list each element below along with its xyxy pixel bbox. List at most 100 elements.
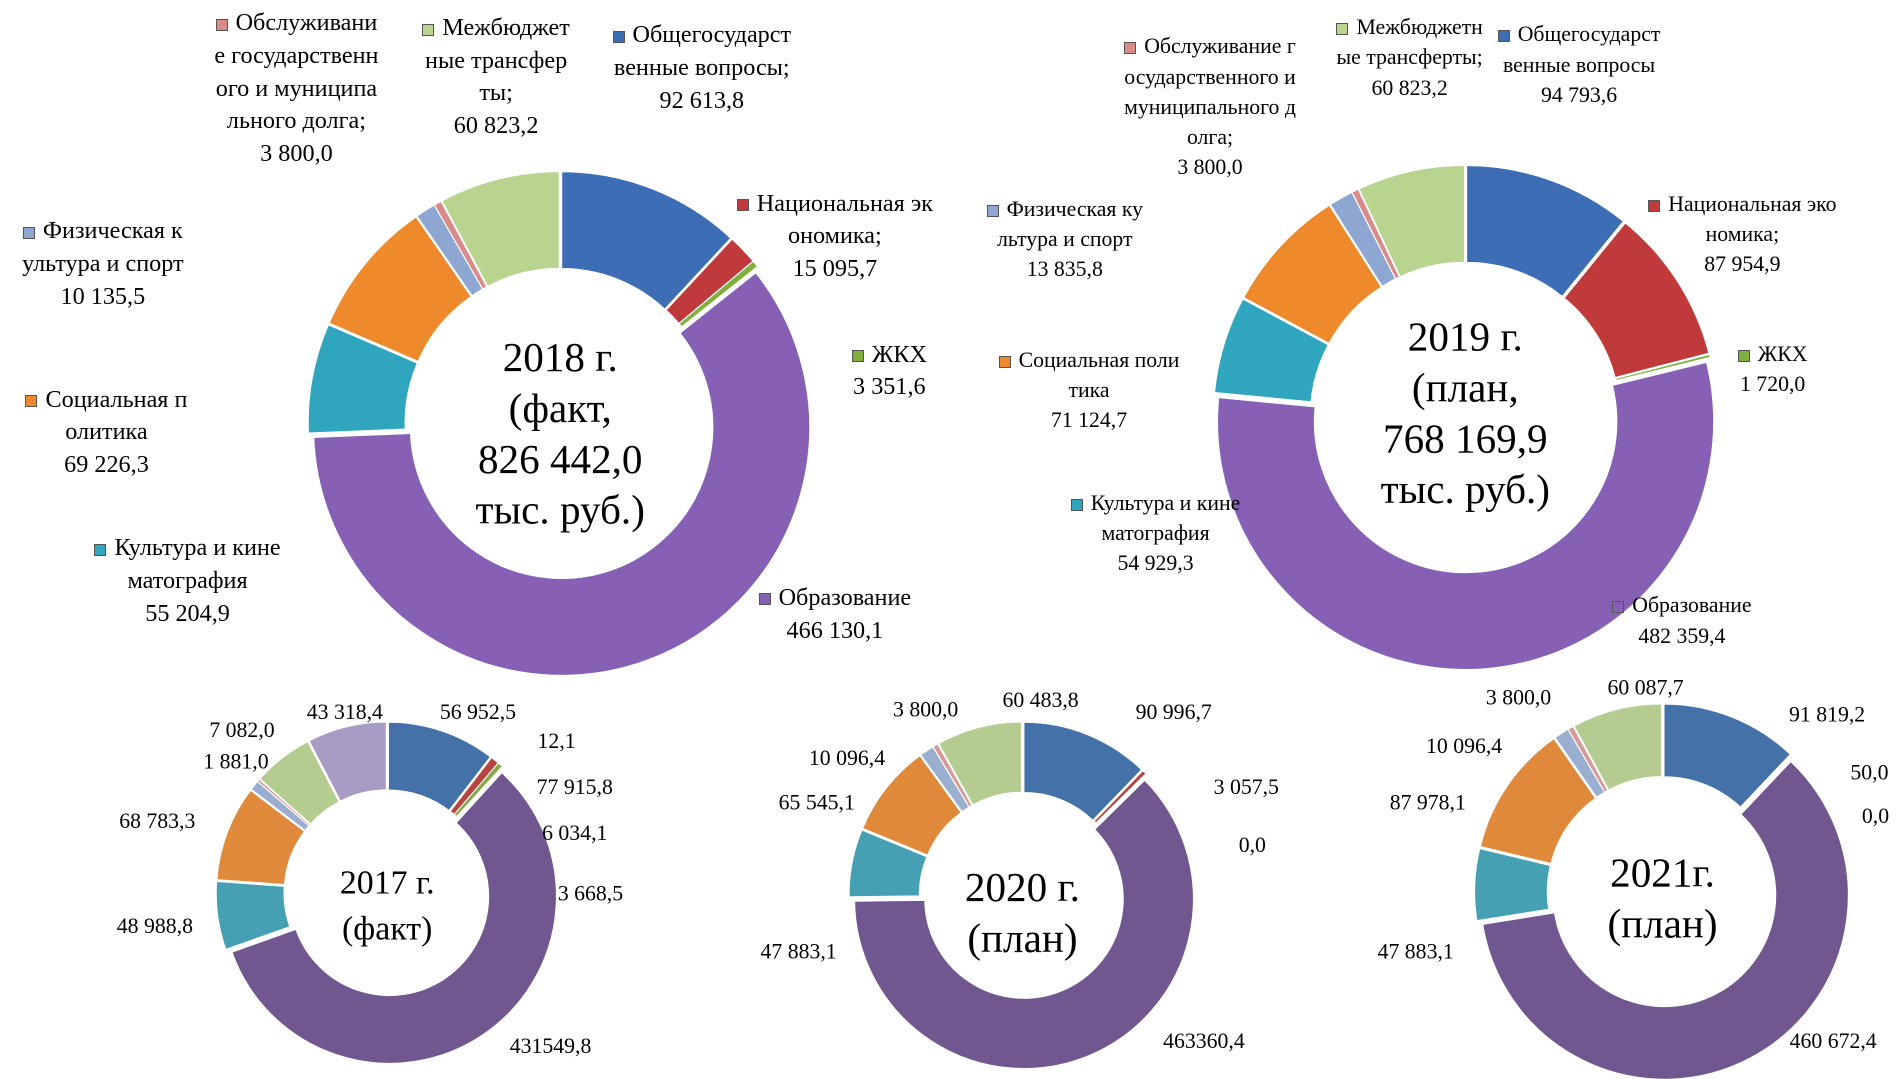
value-label: 482 359,4 xyxy=(1638,623,1726,648)
value-label: 3 057,5 xyxy=(1214,775,1279,799)
donut-slice xyxy=(678,260,759,328)
legend-marker xyxy=(998,355,1011,368)
value-label: 10 096,4 xyxy=(809,746,885,770)
donut-slice xyxy=(259,741,340,825)
value-label: 91 819,2 xyxy=(1789,702,1865,726)
category-label: ЖКХ xyxy=(1757,341,1808,366)
value-label: 55 204,9 xyxy=(145,599,230,627)
slice-label: Национальная экономика; 87 954,9 xyxy=(1646,189,1840,280)
value-label: 47 883,1 xyxy=(761,939,837,963)
donut-slice xyxy=(1615,353,1711,382)
category-label: Физическая культура и спорт xyxy=(22,217,184,278)
donut-slice xyxy=(1563,222,1710,379)
center-title: 2017 г. xyxy=(340,865,435,902)
category-label: Образование xyxy=(1632,593,1752,618)
slice-label: ЖКХ 3 351,6 xyxy=(835,339,944,404)
legend-marker xyxy=(612,30,625,43)
slice-label: Обслуживание государственного и муниципа… xyxy=(1119,31,1301,182)
category-label: Социальная политика xyxy=(1018,347,1180,403)
value-label: 466 130,1 xyxy=(786,616,884,644)
center-title: 826 442,0 xyxy=(478,436,643,482)
donut-slice xyxy=(848,829,928,898)
value-label: 60 087,7 xyxy=(1608,676,1684,700)
donut-slice xyxy=(215,880,291,950)
legend-marker xyxy=(215,18,228,31)
value-label: 3 800,0 xyxy=(1486,685,1551,709)
center-title: 2018 г. xyxy=(503,334,618,380)
legend-marker xyxy=(986,204,999,217)
donut-slice xyxy=(313,272,811,676)
donut-slice xyxy=(1358,164,1465,278)
value-label: 71 124,7 xyxy=(1050,408,1128,433)
value-label: 87 978,1 xyxy=(1390,791,1466,815)
value-label: 12,1 xyxy=(538,729,576,753)
value-label: 0,0 xyxy=(1862,804,1889,828)
category-label: Обслуживание государственного и муниципа… xyxy=(1124,34,1296,150)
donut-slice xyxy=(453,762,503,818)
slice-label: Национальная экономика; 15 095,7 xyxy=(732,188,938,286)
donut-slice xyxy=(328,216,472,362)
category-label: Образование xyxy=(778,584,912,611)
value-label: 60 483,8 xyxy=(1003,688,1079,712)
category-label: Межбюджетные трансферты; xyxy=(1336,15,1483,70)
slice-label: Общегосударственные вопросы 94 793,6 xyxy=(1497,19,1660,110)
center-title: 2019 г. xyxy=(1408,314,1523,360)
donut-slice xyxy=(1663,703,1791,808)
legend-marker xyxy=(22,226,35,239)
value-label: 10 135,5 xyxy=(60,282,146,310)
category-label: Физическая культура и спорт xyxy=(997,196,1143,251)
center-title: 2020 г. xyxy=(965,864,1080,910)
value-label: 65 545,1 xyxy=(779,791,855,815)
category-label: Общегосударственные вопросы; xyxy=(613,21,792,82)
category-label: Межбюджетные трансферты; xyxy=(425,14,570,107)
donut-slice xyxy=(862,755,962,856)
value-label: 463360,4 xyxy=(1163,1029,1245,1053)
value-label: 60 823,2 xyxy=(1371,75,1448,100)
donut-slice xyxy=(1573,703,1663,791)
legend-marker xyxy=(94,543,107,556)
legend-marker xyxy=(758,593,771,606)
legend-marker xyxy=(1336,23,1349,36)
value-label: 6 034,1 xyxy=(542,821,607,845)
legend-marker xyxy=(25,395,38,408)
center-title: (план) xyxy=(1607,901,1717,948)
value-label: 47 883,1 xyxy=(1378,939,1454,963)
slice-label: Физическая культура и спорт 13 835,8 xyxy=(986,194,1143,285)
donut-slice xyxy=(433,200,488,290)
donut-slice xyxy=(1243,204,1382,344)
legend-marker xyxy=(1737,349,1750,362)
center-title: (план) xyxy=(967,915,1077,962)
value-label: 87 954,9 xyxy=(1704,252,1781,277)
center-title: (план, xyxy=(1412,364,1519,411)
slice-label: Обслуживание государственного и муниципа… xyxy=(212,7,381,170)
category-label: Социальная политика xyxy=(45,385,188,446)
value-label: 431549,8 xyxy=(510,1034,592,1058)
donut-slice xyxy=(256,778,311,827)
donut-slice xyxy=(307,324,418,434)
value-label: 92 613,8 xyxy=(659,86,745,114)
donut-slice xyxy=(854,779,1194,1069)
value-label: 0,0 xyxy=(1239,833,1266,857)
value-label: 48 988,8 xyxy=(117,914,193,938)
slice-label: Общегосударственные вопросы; 92 613,8 xyxy=(611,19,793,117)
value-label: 69 226,3 xyxy=(64,450,149,478)
slice-label: Межбюджетные трансферты; 60 823,2 xyxy=(1334,12,1485,103)
value-label: 3 800,0 xyxy=(1177,155,1243,180)
value-label: 1 720,0 xyxy=(1739,372,1806,397)
slice-label: ЖКХ 1 720,0 xyxy=(1718,339,1827,400)
category-label: Национальная экономика; xyxy=(756,189,933,250)
donut-slice xyxy=(1479,738,1597,865)
center-title: тыс. руб.) xyxy=(1381,466,1550,513)
donut-slice xyxy=(216,789,306,885)
category-label: Культура и кинематография xyxy=(114,534,281,595)
donut-slice xyxy=(938,721,1022,806)
donut-slice xyxy=(1482,760,1849,1079)
value-label: 77 915,8 xyxy=(537,775,613,799)
value-label: 7 082,0 xyxy=(209,718,274,742)
category-label: Общегосударственные вопросы xyxy=(1503,22,1661,77)
donut-slice xyxy=(932,743,973,808)
donut-slice xyxy=(1741,754,1792,809)
donut-slice xyxy=(441,171,560,288)
value-label: 68 783,3 xyxy=(119,809,195,833)
